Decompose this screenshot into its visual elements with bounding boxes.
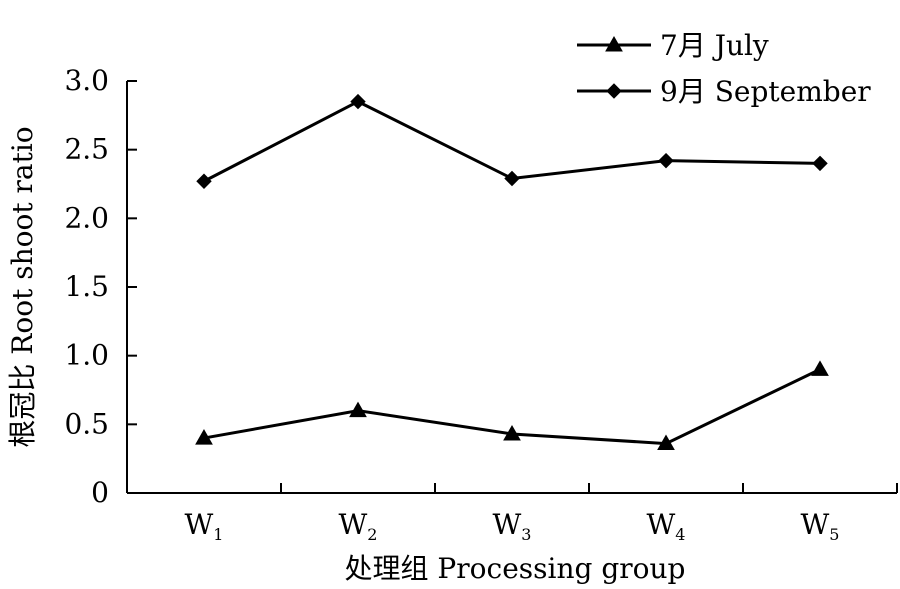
- y-tick-label: 1.0: [64, 339, 109, 372]
- data-point-diamond: [504, 170, 520, 187]
- data-point-diamond: [658, 152, 674, 169]
- legend-marker-diamond: [606, 83, 622, 99]
- legend-label: 9月 September: [660, 75, 871, 108]
- x-tick-label: W2: [339, 508, 378, 544]
- data-point-triangle: [195, 429, 213, 445]
- x-tick-label-subscript: 2: [367, 525, 377, 544]
- y-axis-title: 根冠比 Root shoot ratio: [6, 126, 39, 447]
- x-tick-label-subscript: 3: [521, 525, 531, 544]
- x-tick-label-subscript: 5: [829, 525, 839, 544]
- data-point-diamond: [196, 173, 212, 189]
- series-diamond: [196, 93, 828, 189]
- x-tick-label: W5: [801, 508, 840, 544]
- legend: 7月 July 9月 September: [577, 29, 871, 108]
- data-point-triangle: [811, 360, 829, 376]
- legend-marker-triangle: [605, 35, 623, 52]
- legend-entry: 7月 July: [577, 29, 769, 62]
- y-tick-label: 1.5: [64, 270, 109, 303]
- x-tick-label-subscript: 1: [213, 525, 223, 544]
- data-point-triangle: [503, 424, 521, 441]
- x-tick-label: W1: [185, 508, 224, 544]
- x-axis-title: 处理组 Processing group: [345, 552, 686, 585]
- y-tick-label: 0: [91, 476, 109, 509]
- x-tick-label: W4: [647, 508, 686, 544]
- y-tick-label: 2.0: [64, 201, 109, 234]
- x-tick-label-subscript: 4: [675, 525, 685, 544]
- y-ticks: 0 0.5 1.0 1.5 2.0 2.5 3.0: [64, 64, 137, 509]
- data-point-triangle: [657, 434, 675, 451]
- data-point-triangle: [349, 401, 367, 418]
- data-point-diamond: [812, 155, 828, 172]
- legend-entry: 9月 September: [577, 75, 871, 108]
- y-tick-label: 3.0: [64, 64, 109, 97]
- series-triangle: [195, 360, 829, 451]
- x-tick-label-base: W: [339, 508, 368, 541]
- legend-label: 7月 July: [660, 29, 769, 62]
- series-line: [203, 99, 821, 183]
- x-tick-label-base: W: [185, 508, 214, 541]
- x-tick-label-base: W: [801, 508, 830, 541]
- x-ticks: W1 W2 W3 W4 W5: [185, 483, 898, 544]
- x-tick-label-base: W: [493, 508, 522, 541]
- y-tick-label: 2.5: [64, 133, 109, 166]
- data-point-diamond: [350, 93, 366, 110]
- x-tick-label: W3: [493, 508, 532, 544]
- series-lines: [195, 93, 829, 451]
- y-tick-label: 0.5: [64, 407, 109, 440]
- x-tick-label-base: W: [647, 508, 676, 541]
